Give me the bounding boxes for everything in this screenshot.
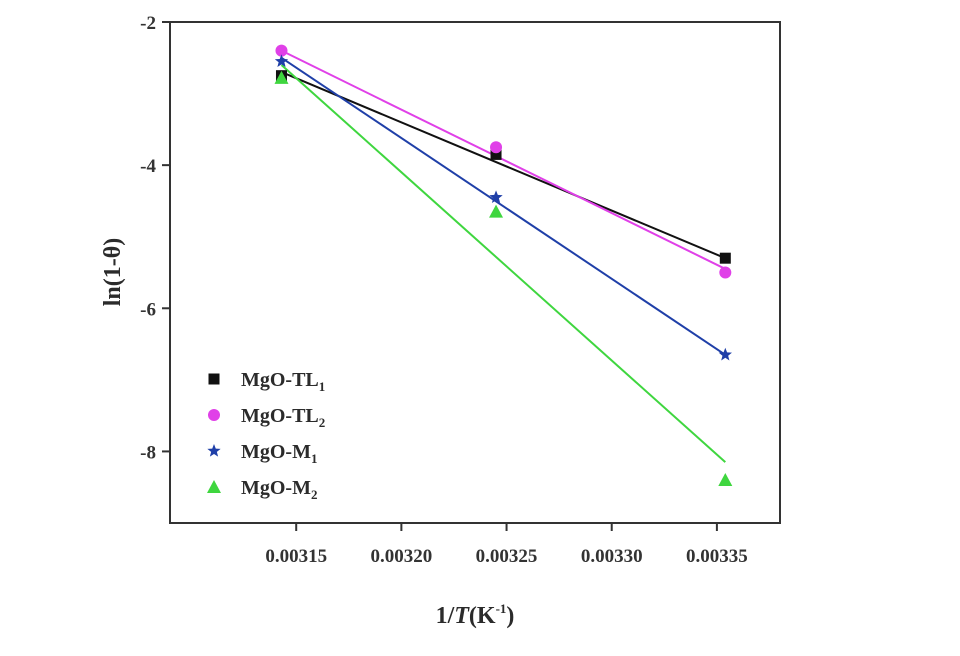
- data-point-series-3: [718, 347, 732, 361]
- legend-label-series-3: MgO-M1: [241, 441, 317, 466]
- y-tick-label: -6: [140, 299, 156, 320]
- data-point-series-4: [718, 473, 733, 487]
- fit-line-series-1: [281, 71, 726, 260]
- data-point-series-3: [274, 54, 289, 68]
- data-point-series-2: [719, 266, 732, 279]
- legend-label-series-2: MgO-TL2: [241, 405, 325, 430]
- data-point-series-3: [489, 190, 503, 204]
- x-axis: 0.00315 0.00320 0.00325 0.00330 0.00335: [265, 523, 748, 567]
- y-axis: -2 -4 -6 -8: [140, 13, 170, 463]
- data-point-series-2: [275, 44, 288, 57]
- x-tick-label: 0.00325: [476, 546, 538, 567]
- fit-line-series-4: [280, 64, 726, 463]
- data-point-series-1: [719, 252, 731, 264]
- x-tick-label: 0.00330: [581, 546, 643, 567]
- data-point-series-4: [274, 70, 289, 84]
- y-tick-label: -8: [140, 442, 156, 463]
- legend: MgO-TL1 MgO-TL2 MgO-M1 MgO-M2: [207, 369, 325, 502]
- legend-marker-series-3: [207, 444, 221, 457]
- legend-marker-series-4: [207, 480, 221, 493]
- data-point-series-4: [489, 204, 504, 218]
- legend-marker-series-1: [208, 373, 220, 385]
- legend-label-series-1: MgO-TL1: [241, 369, 325, 394]
- y-tick-label: -2: [140, 13, 156, 34]
- data-markers: [274, 44, 733, 487]
- x-axis-title: 1/T(K-1): [436, 601, 515, 629]
- data-point-series-2: [490, 141, 503, 154]
- data-point-series-1: [490, 148, 502, 160]
- x-tick-label: 0.00315: [265, 546, 327, 567]
- y-tick-label: -4: [140, 156, 156, 177]
- legend-marker-series-2: [208, 409, 220, 421]
- fit-lines: [280, 49, 726, 463]
- plot-frame: [169, 21, 781, 524]
- x-tick-label: 0.00320: [371, 546, 433, 567]
- y-axis-title: ln(1-θ): [100, 238, 126, 307]
- fit-line-series-3: [280, 56, 726, 356]
- x-tick-label: 0.00335: [686, 546, 748, 567]
- legend-label-series-4: MgO-M2: [241, 477, 317, 502]
- fit-line-series-2: [281, 49, 726, 270]
